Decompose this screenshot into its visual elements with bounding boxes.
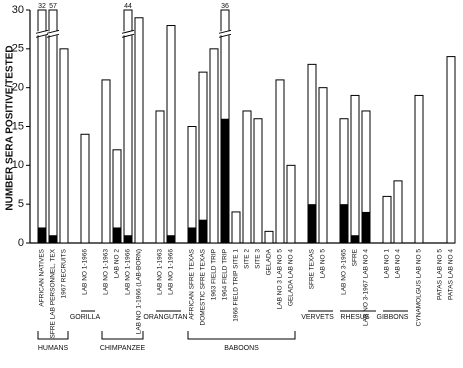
positive-bar	[167, 235, 175, 243]
group-label: BABOONS	[224, 345, 259, 352]
positive-bar	[351, 235, 359, 243]
bar-break-line	[46, 29, 60, 38]
y-tick-label: 10	[12, 159, 24, 171]
x-tick-label: LAB NO 1-1966	[168, 249, 175, 295]
x-tick-label: 1966 FIELD TRIP SITE 1	[233, 249, 240, 322]
x-tick-label: LAB NO 3 LAB NO 5	[277, 249, 284, 310]
x-tick-label: SITE 3	[255, 249, 262, 269]
tested-bar	[231, 211, 241, 244]
tested-bar	[253, 118, 263, 244]
positive-bar	[188, 227, 196, 243]
tested-bar	[134, 17, 144, 244]
positive-bar	[124, 235, 132, 243]
x-tick-label: LAB NO 1-1963	[157, 249, 164, 295]
x-tick-label: LAB NO 1-1966	[125, 249, 132, 295]
tested-bar	[80, 133, 90, 244]
bar-break	[123, 31, 133, 36]
bar-break	[220, 31, 230, 36]
group-label: RHESUS	[340, 314, 370, 321]
x-tick-label: LAB NO 3-1965	[341, 249, 348, 295]
broken-value-label: 44	[124, 3, 132, 10]
positive-bar	[38, 227, 46, 243]
bar-break-line	[121, 29, 135, 38]
tested-bar	[382, 195, 392, 244]
x-tick-label: 1967 RECRUITS	[61, 248, 68, 298]
positive-bar	[340, 204, 348, 243]
x-tick-label: GELADA LAB NO 4	[288, 249, 295, 306]
tested-bar	[446, 56, 456, 244]
tested-bar	[242, 110, 252, 244]
group-label: GORILLA	[70, 314, 101, 321]
tested-bar	[318, 87, 328, 244]
tested-bar	[209, 48, 219, 244]
tested-bar	[264, 230, 274, 244]
y-tick-label: 15	[12, 120, 24, 132]
x-tick-label: SITE 2	[244, 249, 251, 269]
x-tick-label: 1963 FIELD TRIP	[211, 249, 218, 300]
tested-bar	[286, 164, 296, 244]
y-tick-label: 5	[18, 198, 24, 210]
tested-bar	[59, 48, 69, 244]
tested-bar	[414, 94, 424, 244]
broken-value-label: 36	[221, 3, 229, 10]
tested-bar	[123, 9, 133, 244]
x-tick-label: SFRE LAB PERSONNEL, TEX	[50, 248, 57, 338]
x-tick-label: LAB NO 1-1963	[103, 249, 110, 295]
x-tick-label: LAB NO 3-1967 LAB NO 4	[363, 249, 370, 326]
positive-bar	[113, 227, 121, 243]
group-label: GIBBONS	[377, 314, 409, 321]
tested-bar	[37, 9, 47, 244]
bar-break	[37, 31, 47, 36]
group-bracket	[101, 331, 144, 340]
y-tick-label: 20	[12, 82, 24, 94]
y-tick-label: 0	[18, 237, 24, 249]
broken-value-label: 32	[38, 3, 46, 10]
tested-bar	[275, 79, 285, 244]
tested-bar	[155, 110, 165, 244]
x-tick-label: 1964 FIELD TRIP	[222, 249, 229, 300]
tested-bar	[198, 71, 208, 244]
x-tick-label: PATAS LAB NO 5	[437, 249, 444, 300]
bar-break-line	[35, 29, 49, 38]
group-label: ORANGUTAN	[143, 314, 187, 321]
y-tick-label: 30	[12, 4, 24, 16]
broken-value-label: 57	[49, 3, 57, 10]
x-tick-label: SFRE	[352, 248, 359, 266]
positive-bar	[221, 118, 229, 243]
x-tick-label: GELADA	[266, 248, 273, 275]
x-tick-label: CYNAMOLGUS LAB NO 5	[416, 249, 423, 327]
x-tick-label: LAB NO 1	[384, 249, 391, 279]
bar-break	[48, 31, 58, 36]
x-tick-label: LAB NO 5	[320, 249, 327, 279]
positive-bar	[308, 204, 316, 243]
tested-bar	[48, 9, 58, 244]
positive-bar	[49, 235, 57, 243]
tested-bar	[101, 79, 111, 244]
x-tick-label: LAB NO 1-1966	[82, 249, 89, 295]
x-tick-label: LAB NO 4	[395, 249, 402, 279]
tested-bar	[350, 94, 360, 244]
x-tick-label: LAB NO 2	[114, 249, 121, 279]
x-tick-label: LAB NO 1-1966 (LAB-BORN)	[136, 249, 143, 334]
group-label: CHIMPANZEE	[100, 345, 146, 352]
tested-bar	[393, 180, 403, 244]
group-bracket	[187, 331, 296, 340]
group-label: VERVETS	[301, 314, 334, 321]
positive-bar	[362, 211, 370, 243]
bar-break-line	[218, 29, 232, 38]
group-label: HUMANS	[38, 345, 69, 352]
x-tick-label: DOMESTIC SFRE TEXAS	[200, 248, 207, 325]
positive-bar	[199, 219, 207, 243]
x-tick-label: AFRICAN SFRE TEXAS	[189, 248, 196, 319]
x-tick-label: AFRICAN NATIVES	[39, 248, 46, 306]
x-tick-label: SFRE TEXAS	[309, 248, 316, 289]
tested-bar	[166, 25, 176, 244]
x-tick-label: PATAS LAB NO 4	[448, 249, 455, 300]
y-tick-label: 25	[12, 43, 24, 55]
tested-bar	[187, 126, 197, 244]
y-axis-label: NUMBER SERA POSITIVE/TESTED	[5, 45, 16, 210]
group-bracket	[37, 331, 69, 340]
